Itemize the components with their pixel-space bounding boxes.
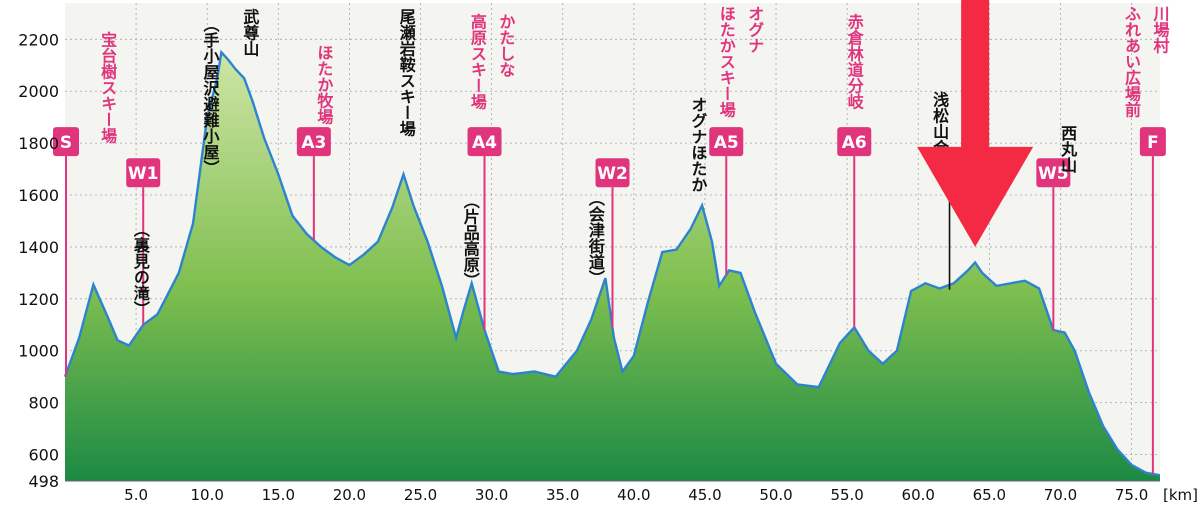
y-tick-label: 600: [28, 446, 59, 465]
place-label: （手小屋沢避難小屋）: [201, 16, 220, 176]
checkpoint-badge: [126, 158, 161, 188]
annotation-arrow: [917, 0, 1034, 247]
y-tick-label: 2200: [18, 30, 59, 49]
y-tick-label: 2000: [18, 82, 59, 101]
place-label: （会津街道）: [586, 190, 606, 286]
checkpoint-a4: A4: [467, 127, 502, 330]
y-tick-label: 498: [28, 472, 59, 491]
x-tick-label: 70.0: [1044, 486, 1077, 504]
checkpoint-badge: [53, 127, 79, 157]
place-label: かたしな: [496, 13, 515, 77]
checkpoint-code: S: [60, 133, 72, 153]
y-tick-label: 1200: [18, 290, 59, 309]
checkpoint-code: F: [1147, 133, 1159, 153]
x-tick-label: 25.0: [404, 486, 437, 504]
place-label: オグナほたか: [688, 96, 707, 192]
x-tick-label: 15.0: [262, 486, 295, 504]
x-tick-label: 10.0: [191, 486, 224, 504]
place-label: （片品高原）: [461, 192, 480, 288]
place-label: ふれあい広場前: [1122, 6, 1141, 119]
checkpoint-badge: [467, 127, 502, 157]
x-tick-label: 50.0: [759, 486, 792, 504]
place-label: 武尊山: [240, 7, 259, 56]
place-label: オグナ: [745, 6, 764, 54]
y-tick-label: 1600: [18, 186, 59, 205]
x-unit-label: [km]: [1163, 486, 1198, 504]
place-label: 宝台樹スキー場: [98, 31, 117, 145]
checkpoint-code: W2: [597, 164, 628, 184]
x-tick-label: 30.0: [475, 486, 508, 504]
checkpoint-code: A3: [301, 133, 326, 153]
y-axis: 498 600 800 1000 1200 1400 1600 1800 2000 2200: [18, 30, 59, 491]
elevation-area: [65, 52, 1160, 482]
checkpoint-w5: W5: [1036, 158, 1071, 330]
checkpoint-code: A4: [472, 133, 497, 153]
y-tick-label: 1400: [18, 238, 59, 257]
checkpoint-badge: [1139, 127, 1166, 157]
y-tick-label: 1800: [18, 134, 59, 153]
checkpoint-code: A6: [842, 133, 867, 153]
x-tick-label: 75.0: [1115, 486, 1148, 504]
place-label: ほたかスキー場: [717, 6, 736, 119]
x-tick-label: 35.0: [546, 486, 579, 504]
checkpoint-code: W1: [128, 164, 159, 184]
place-label: 高原スキー場: [468, 12, 487, 110]
place-label: 尾瀬岩鞍スキー場: [397, 8, 417, 137]
checkpoint-w1: W1: [126, 158, 161, 325]
place-label: 川場村: [1151, 6, 1171, 55]
place-label: 西丸山: [1058, 125, 1078, 173]
x-tick-label: 5.0: [124, 486, 148, 504]
elevation-outline: [63, 49, 1161, 477]
x-tick-label: 45.0: [688, 486, 721, 504]
checkpoint-badge: [709, 127, 744, 157]
checkpoint-badge: [595, 158, 630, 188]
checkpoint-badge: [1036, 158, 1071, 188]
checkpoint-code: A5: [714, 133, 739, 153]
place-label: ほたか牧場: [314, 45, 333, 126]
y-tick-label: 1000: [18, 342, 59, 361]
y-tick-label: 800: [28, 394, 59, 413]
x-tick-label: 60.0: [902, 486, 935, 504]
checkpoint-f: F: [1139, 127, 1166, 474]
checkpoint-badge: [837, 127, 872, 157]
checkpoint-markers: S W1 A3 A4 W2 A5 A6 W5 F: [53, 127, 1166, 474]
x-tick-label: 65.0: [973, 486, 1006, 504]
checkpoint-s: S: [53, 127, 79, 377]
checkpoint-a3: A3: [296, 127, 331, 241]
checkpoint-code: W5: [1038, 164, 1069, 184]
checkpoint-w2: W2: [595, 158, 630, 328]
x-tick-label: 55.0: [830, 486, 863, 504]
checkpoint-a6: A6: [837, 127, 872, 328]
x-tick-label: 40.0: [617, 486, 650, 504]
checkpoint-a5: A5: [709, 127, 744, 275]
place-label: 赤倉林道分岐: [845, 12, 865, 110]
x-tick-label: 20.0: [333, 486, 366, 504]
down-arrow-shape: [917, 0, 1034, 247]
x-axis: 5.0 10.0 15.0 20.0 25.0 30.0 35.0 40.0 45.0 50.0 5…: [65, 480, 1198, 504]
place-label: （裏見の滝）: [131, 221, 151, 317]
checkpoint-badge: [296, 127, 331, 157]
